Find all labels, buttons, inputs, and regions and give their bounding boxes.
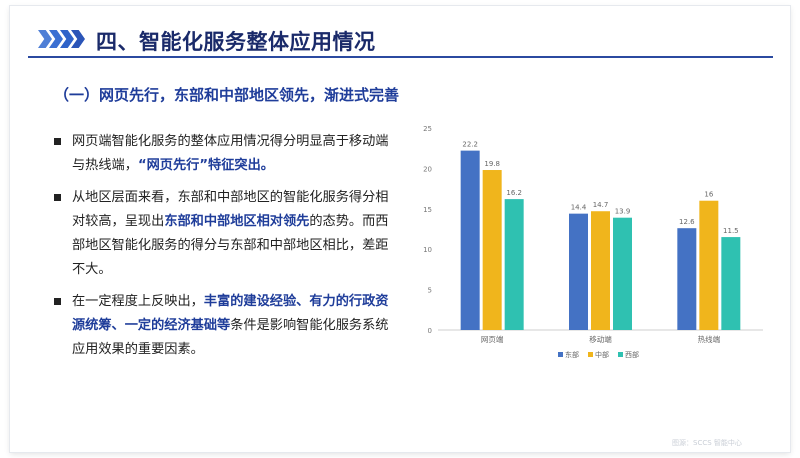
y-tick-label: 20 [423,165,432,173]
y-tick-label: 25 [423,125,432,133]
bar [613,217,632,330]
bullet-text: 在一定程度上反映出， [72,294,204,309]
legend-label: 东部 [565,350,579,359]
chevron-arrows-icon [38,30,85,48]
data-label: 22.2 [462,141,478,149]
data-label: 14.4 [571,204,587,212]
bar-chart: 0 5 10 15 20 25 22.2 19.8 16.2 网页端 14.4 14.7 13.9 移动端… [423,125,763,359]
bar [504,199,524,330]
legend-label: 西部 [625,350,639,359]
y-tick-label: 0 [428,327,432,335]
bar [460,150,480,330]
legend-swatch [618,352,623,357]
y-tick-label: 5 [428,287,432,295]
data-label: 14.7 [593,201,609,209]
bullet-text: 的态势。而西部地区智能化服务的得分与东部和中部地区相比，差距不大。 [72,214,389,277]
watermark: 图源：SCCS 智能中心 [672,439,742,447]
x-tick-label: 网页端 [481,334,504,344]
bar [699,200,719,330]
legend-swatch [558,352,563,357]
slide [10,6,790,452]
title-divider [28,56,773,58]
bullet-item: 在一定程度上反映出，丰富的建设经验、有力的行政资源统筹、一定的经济基础等条件是影… [52,290,397,362]
bar [569,213,588,330]
x-tick-label: 移动端 [589,334,612,344]
bullet-square-icon [54,194,61,201]
bullet-text: 从地区层面来看，东部和中部地区的智能化服务得分相对较高，呈现出 [72,190,389,229]
legend-label: 中部 [595,350,609,359]
bar [482,170,502,330]
bullet-text: 网页端智能化服务的整体应用情况得分明显高于移动端与热线端， [72,134,389,173]
legend-swatch [588,352,593,357]
bullet-square-icon [54,138,61,145]
bar [591,211,610,330]
data-label: 11.5 [723,227,739,235]
data-label: 16 [704,191,713,199]
bullet-list: 网页端智能化服务的整体应用情况得分明显高于移动端与热线端，“网页先行”特征突出。… [52,130,397,370]
bar [677,228,697,330]
bullet-highlight: “网页先行”特征突出。 [137,158,274,173]
bullet-item: 从地区层面来看，东部和中部地区的智能化服务得分相对较高，呈现出东部和中部地区相对… [52,186,397,282]
data-label: 16.2 [506,189,522,197]
data-label: 12.6 [679,218,695,226]
data-label: 13.9 [615,208,631,216]
bar [721,237,741,330]
y-tick-label: 15 [423,206,432,214]
bullet-text: 条件是影响智能化服务系统应用效果的重要因素。 [72,318,389,357]
x-tick-label: 热线端 [698,334,721,344]
bullet-square-icon [54,298,61,305]
bullet-item: 网页端智能化服务的整体应用情况得分明显高于移动端与热线端，“网页先行”特征突出。 [52,130,397,178]
bullet-highlight: 丰富的建设经验、有力的行政资源统筹、一定的经济基础等 [72,294,389,333]
slide-title: 四、智能化服务整体应用情况 [96,30,376,54]
data-label: 19.8 [484,160,500,168]
y-tick-label: 10 [423,246,432,254]
bullet-highlight: 东部和中部地区相对领先 [164,214,310,229]
section-subtitle: （一）网页先行，东部和中部地区领先，渐进式完善 [54,86,400,104]
